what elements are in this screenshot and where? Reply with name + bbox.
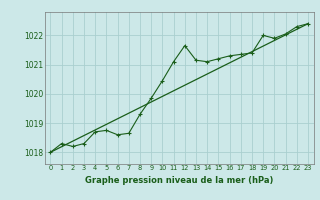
X-axis label: Graphe pression niveau de la mer (hPa): Graphe pression niveau de la mer (hPa) (85, 176, 273, 185)
